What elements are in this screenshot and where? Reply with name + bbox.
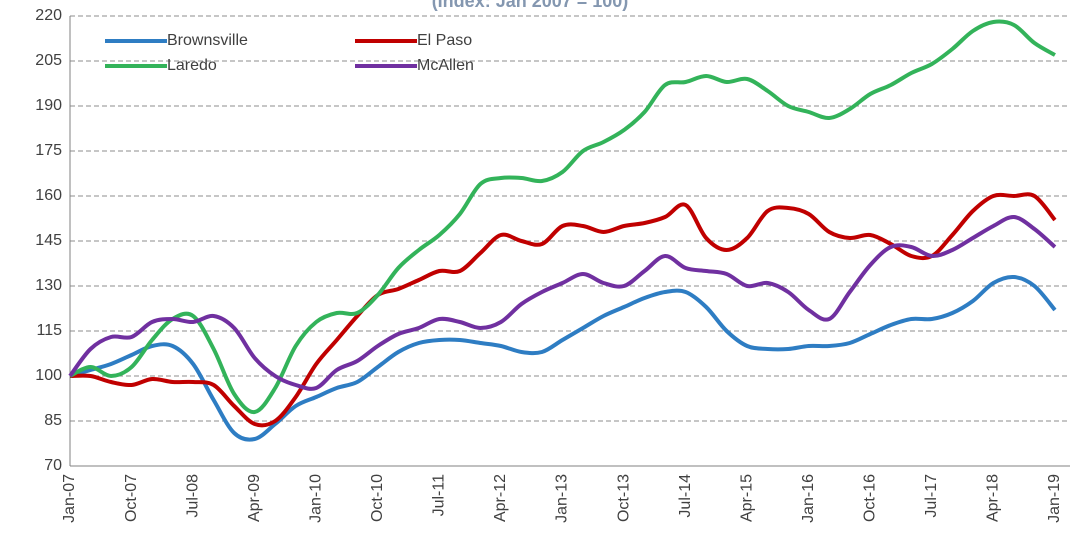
y-tick-label: 145 [35,232,62,249]
chart-subtitle: (Index: Jan 2007 = 100) [432,0,629,11]
legend-label: El Paso [417,32,472,49]
y-tick-label: 175 [35,142,62,159]
series-line [69,19,1056,415]
legend-label: Brownsville [167,32,248,49]
x-tick-label: Apr-12 [492,474,509,522]
x-tick-label: Apr-18 [985,474,1002,522]
y-tick-label: 70 [44,457,62,474]
y-tick-label: 130 [35,277,62,294]
series-line [69,274,1057,442]
x-tick-label: Apr-09 [246,474,263,522]
y-tick-label: 115 [36,322,62,339]
x-tick-label: Oct-16 [861,474,878,522]
x-tick-label: Oct-07 [123,474,140,522]
x-tick-label: Jan-19 [1046,474,1063,523]
y-tick-label: 160 [35,187,62,204]
x-tick-label: Jan-13 [554,474,571,523]
series-line [68,215,1057,391]
x-tick-label: Jan-10 [307,474,324,523]
x-tick-label: Jul-17 [923,474,940,518]
x-tick-label: Jul-14 [677,474,694,518]
series-line [69,192,1057,428]
y-tick-label: 190 [35,97,62,114]
y-tick-label: 220 [35,7,62,24]
x-tick-label: Jan-16 [800,474,817,523]
x-tick-label: Jul-08 [184,474,201,518]
y-tick-label: 85 [44,412,62,429]
x-tick-label: Oct-10 [369,474,386,522]
y-tick-label: 205 [35,52,62,69]
x-tick-label: Apr-15 [738,474,755,522]
y-tick-label: 100 [35,367,62,384]
legend-label: McAllen [417,57,474,74]
x-tick-label: Jan-07 [61,474,78,523]
x-tick-label: Jul-11 [431,474,448,516]
x-tick-label: Oct-13 [615,474,632,522]
legend-label: Laredo [167,57,217,74]
